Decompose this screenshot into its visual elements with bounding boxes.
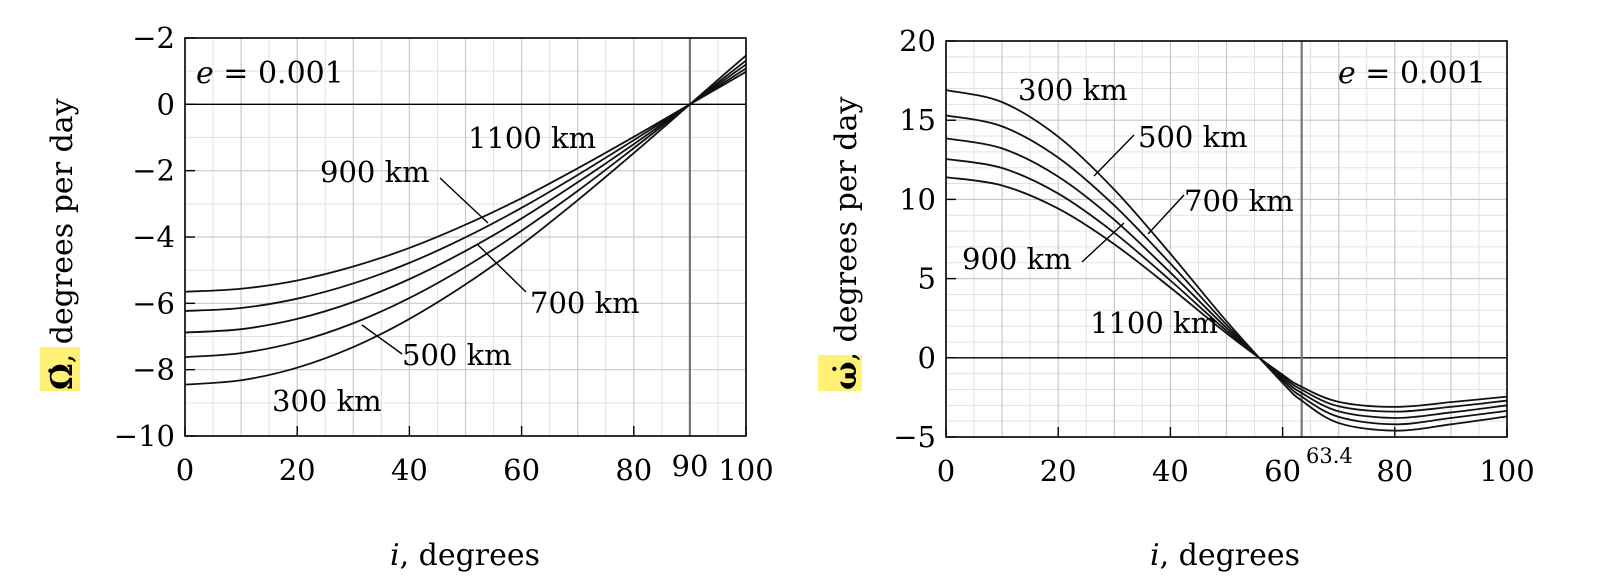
y-axis-label: ω̇, degrees per day <box>829 96 864 390</box>
curves <box>945 89 1508 432</box>
x-tick-label: 0 <box>176 453 194 487</box>
leader-500km <box>361 324 403 355</box>
annotation-lhs: e <box>196 56 214 91</box>
ticks <box>184 37 747 437</box>
x-axis-symbol: i <box>1150 538 1160 573</box>
y-tick-label: 10 <box>899 182 936 216</box>
y-tick-label: −2 <box>132 21 175 55</box>
y-tick-label: −2 <box>132 154 175 188</box>
x-tick-label: 100 <box>718 453 773 487</box>
plot-frame <box>945 40 1508 438</box>
x-axis-symbol: i <box>390 538 400 573</box>
y-tick-label: −8 <box>132 353 175 387</box>
x-tick-label: 0 <box>937 454 955 488</box>
ticks <box>945 40 1508 438</box>
x-tick-label: 40 <box>1152 454 1189 488</box>
annotation-lhs: e <box>1338 56 1356 91</box>
x-axis-text: , degrees <box>400 538 540 573</box>
ylabel-highlight <box>818 355 862 391</box>
y-tick-label: −10 <box>114 419 175 453</box>
y-tick-label: 0 <box>918 341 936 375</box>
y-axis-symbol: Ω̇ <box>45 363 80 390</box>
y-tick-label: −6 <box>132 286 175 320</box>
x-axis-label: i, degrees <box>390 538 540 573</box>
critical-tick-label: 90 <box>672 449 709 483</box>
series-label-1100km: 1100 km <box>468 121 596 155</box>
eccentricity-annotation: e = 0.001 <box>196 56 344 91</box>
series-label-900km: 900 km <box>962 242 1072 276</box>
x-tick-label: 60 <box>1264 454 1301 488</box>
y-axis-symbol: ω̇ <box>829 361 864 390</box>
leader-700km <box>1147 194 1185 235</box>
x-axis-text: , degrees <box>1160 538 1300 573</box>
y-tick-label: 0 <box>157 87 175 121</box>
leader-900km <box>439 177 489 224</box>
x-tick-label: 40 <box>391 453 428 487</box>
curves <box>184 54 747 386</box>
y-tick-label: 20 <box>899 24 936 58</box>
y-axis-text: , degrees per day <box>829 96 864 361</box>
curve-1100km <box>184 71 747 293</box>
series-label-700km: 700 km <box>530 286 640 320</box>
ylabel-highlight <box>40 347 80 391</box>
eccentricity-annotation: e = 0.001 <box>1338 56 1486 91</box>
curve-1100km <box>945 176 1508 408</box>
series-label-500km: 500 km <box>402 338 512 372</box>
series-label-700km: 700 km <box>1184 184 1294 218</box>
x-axis-label: i, degrees <box>1150 538 1300 573</box>
series-label-1100km: 1100 km <box>1090 306 1218 340</box>
raan-rate-chart: 0 20 40 60 80 100 −2 0 −2 −4 −6 −8 −10 1100 km 900 k… <box>40 21 774 573</box>
series-label-300km: 300 km <box>1018 73 1128 107</box>
annotation-rhs: = 0.001 <box>1356 56 1486 91</box>
x-tick-label: 100 <box>1479 454 1534 488</box>
curve-500km <box>945 114 1508 426</box>
tick-labels: 0 20 40 60 80 100 −2 0 −2 −4 −6 −8 −10 <box>114 21 774 487</box>
series-label-900km: 900 km <box>320 155 430 189</box>
y-axis-text: , degrees per day <box>45 98 80 363</box>
leader-700km <box>477 244 527 293</box>
x-tick-label: 20 <box>1040 454 1077 488</box>
series-label-300km: 300 km <box>272 384 382 418</box>
x-tick-label: 80 <box>615 453 652 487</box>
series-label-500km: 500 km <box>1138 120 1248 154</box>
leader-900km <box>1081 222 1125 263</box>
y-tick-label: −5 <box>893 420 936 454</box>
x-tick-label: 20 <box>279 453 316 487</box>
leader-500km <box>1093 134 1135 177</box>
y-tick-label: 5 <box>918 262 936 296</box>
y-tick-label: 15 <box>899 103 936 137</box>
y-tick-label: −4 <box>132 220 175 254</box>
x-tick-label: 80 <box>1376 454 1413 488</box>
x-tick-label: 60 <box>503 453 540 487</box>
y-axis-label: Ω̇, degrees per day <box>45 98 80 390</box>
curve-700km <box>945 137 1508 419</box>
annotation-rhs: = 0.001 <box>214 56 344 91</box>
critical-tick-label: 63.4 <box>1306 444 1353 468</box>
